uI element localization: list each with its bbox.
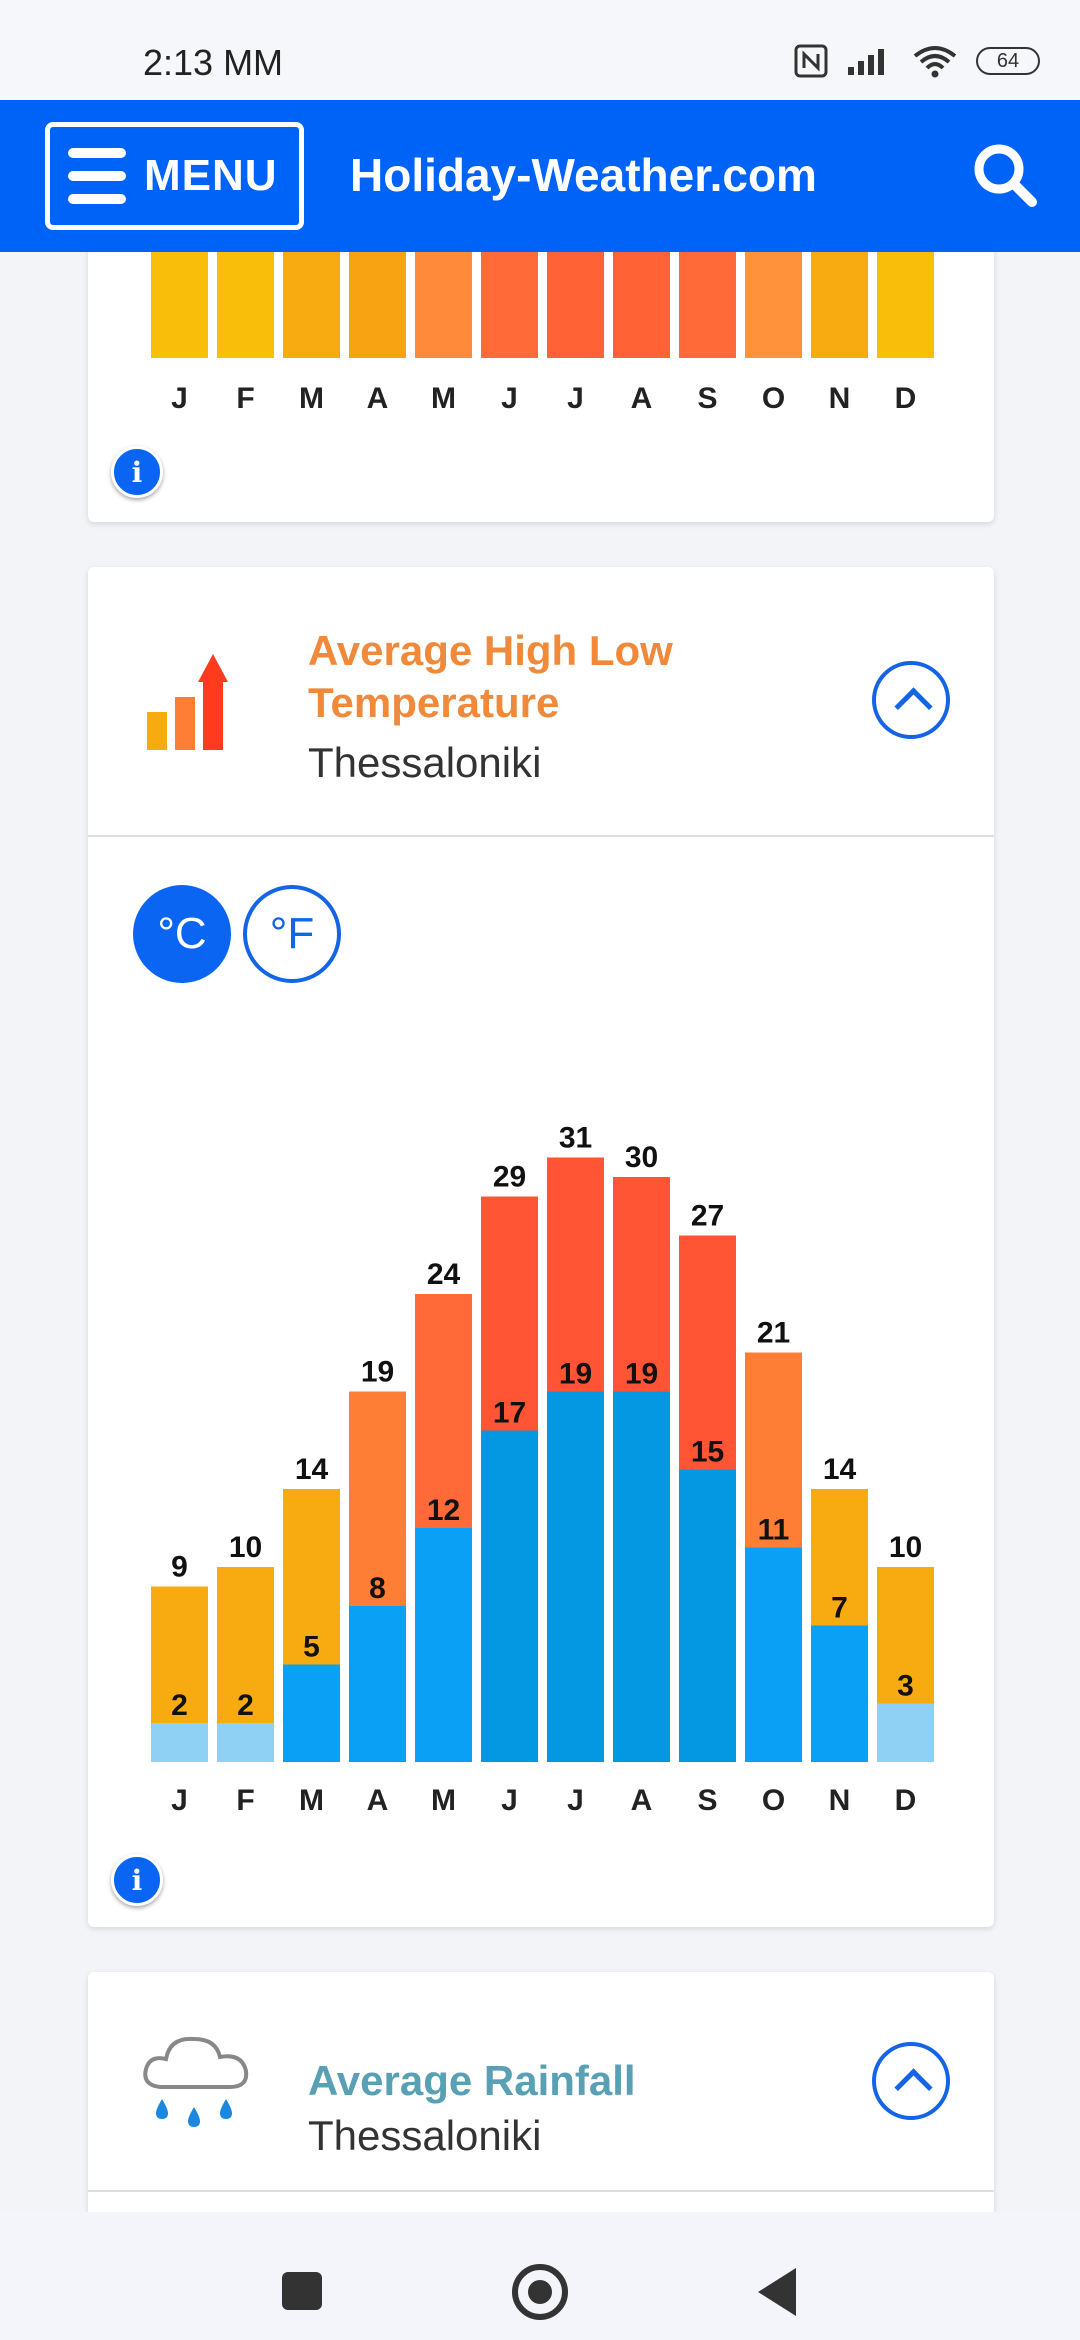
high-temp-label: 24 bbox=[427, 1258, 461, 1291]
temperature-card-title: Average High Low Temperature bbox=[308, 627, 673, 726]
month-label: D bbox=[895, 382, 917, 415]
site-title[interactable]: Holiday-Weather.com bbox=[350, 149, 817, 201]
info-icon[interactable]: i bbox=[111, 446, 163, 498]
month-label: D bbox=[895, 1784, 917, 1817]
rainfall-card-header[interactable]: Average Rainfall Thessaloniki bbox=[88, 1972, 994, 2192]
low-temp-label: 3 bbox=[897, 1670, 914, 1703]
rainfall-card-title: Average Rainfall bbox=[308, 2057, 636, 2104]
low-temp-label: 7 bbox=[831, 1592, 848, 1625]
low-temp-bar bbox=[745, 1547, 802, 1762]
low-temp-bar bbox=[481, 1430, 538, 1762]
low-temp-label: 8 bbox=[369, 1572, 386, 1605]
high-temp-label: 14 bbox=[295, 1453, 329, 1486]
status-icons: 64 bbox=[794, 44, 1040, 78]
home-button[interactable] bbox=[512, 2264, 568, 2320]
high-temp-label: 10 bbox=[229, 1531, 262, 1564]
month-label: A bbox=[631, 382, 653, 415]
chevron-up-icon[interactable] bbox=[872, 2042, 950, 2120]
month-label: J bbox=[171, 1784, 188, 1817]
back-button[interactable] bbox=[758, 2268, 796, 2316]
temperature-card: Average High Low Temperature Thessalonik… bbox=[88, 567, 994, 1927]
temperature-card-location: Thessaloniki bbox=[308, 739, 542, 786]
month-label: F bbox=[236, 1784, 254, 1817]
low-temp-label: 19 bbox=[625, 1358, 658, 1391]
low-temp-label: 2 bbox=[237, 1689, 254, 1722]
low-temp-bar bbox=[811, 1625, 868, 1762]
menu-button[interactable]: MENU bbox=[45, 122, 304, 230]
system-nav-bar bbox=[0, 2212, 1080, 2340]
low-temp-label: 15 bbox=[691, 1436, 724, 1469]
month-label: N bbox=[829, 382, 851, 415]
month-label: M bbox=[431, 1784, 456, 1817]
signal-icon bbox=[848, 49, 884, 75]
low-temp-bar bbox=[679, 1469, 736, 1762]
nfc-icon bbox=[794, 44, 828, 78]
low-temp-label: 11 bbox=[758, 1514, 790, 1547]
status-bar: 2:13 MM 64 bbox=[0, 0, 1080, 100]
rainfall-card-location: Thessaloniki bbox=[308, 2112, 542, 2159]
low-temp-label: 17 bbox=[493, 1397, 526, 1430]
low-temp-bar bbox=[415, 1528, 472, 1762]
low-temp-bar bbox=[547, 1391, 604, 1762]
low-temp-bar bbox=[217, 1723, 274, 1762]
low-temp-label: 19 bbox=[559, 1358, 592, 1391]
month-label: A bbox=[631, 1784, 653, 1817]
low-temp-bar bbox=[877, 1703, 934, 1762]
high-temp-label: 30 bbox=[625, 1141, 658, 1174]
month-label: J bbox=[567, 1784, 584, 1817]
high-temp-label: 10 bbox=[889, 1531, 922, 1564]
low-temp-label: 2 bbox=[171, 1689, 188, 1722]
month-label: J bbox=[501, 382, 518, 415]
month-label: N bbox=[829, 1784, 851, 1817]
month-label: O bbox=[762, 382, 785, 415]
temperature-card-header[interactable]: Average High Low Temperature Thessalonik… bbox=[88, 567, 994, 837]
high-temp-label: 14 bbox=[823, 1453, 857, 1486]
month-label: M bbox=[299, 1784, 324, 1817]
status-time: 2:13 MM bbox=[143, 42, 284, 83]
month-label: J bbox=[501, 1784, 518, 1817]
month-label: M bbox=[299, 382, 324, 415]
wifi-icon bbox=[913, 46, 957, 78]
month-label: S bbox=[697, 382, 717, 415]
rain-cloud-icon bbox=[143, 2036, 249, 2127]
month-label: M bbox=[431, 382, 456, 415]
month-label: J bbox=[567, 382, 584, 415]
high-temp-label: 31 bbox=[559, 1122, 592, 1155]
search-icon[interactable] bbox=[970, 140, 1040, 210]
menu-label: MENU bbox=[144, 151, 278, 200]
high-temp-label: 19 bbox=[361, 1356, 394, 1389]
low-temp-bar bbox=[613, 1391, 670, 1762]
temperature-bars-icon bbox=[147, 654, 228, 750]
hamburger-icon bbox=[68, 148, 126, 204]
low-temp-label: 5 bbox=[303, 1631, 320, 1664]
battery-indicator: 64 bbox=[976, 47, 1040, 75]
chevron-up-icon[interactable] bbox=[872, 661, 950, 739]
temperature-chart: 9 2 J 10 2 F 14 5 M 19 8 A 24 12 M 29 17 J 31 19 J 30 19 A 27 15 S… bbox=[151, 1122, 934, 1817]
high-temp-label: 21 bbox=[757, 1317, 790, 1350]
low-temp-bar bbox=[283, 1664, 340, 1762]
fahrenheit-button[interactable]: °F bbox=[243, 885, 341, 983]
month-label: J bbox=[171, 382, 188, 415]
high-temp-label: 27 bbox=[691, 1200, 724, 1233]
low-temp-bar bbox=[151, 1723, 208, 1762]
month-label: F bbox=[236, 382, 254, 415]
month-label: A bbox=[367, 1784, 389, 1817]
month-label: O bbox=[762, 1784, 785, 1817]
high-temp-label: 29 bbox=[493, 1161, 526, 1194]
low-temp-bar bbox=[349, 1606, 406, 1762]
month-label: S bbox=[697, 1784, 717, 1817]
month-label: A bbox=[367, 382, 389, 415]
low-temp-label: 12 bbox=[427, 1494, 460, 1527]
high-temp-label: 9 bbox=[171, 1551, 188, 1584]
info-icon[interactable]: i bbox=[111, 1854, 163, 1906]
celsius-button[interactable]: °C bbox=[133, 885, 231, 983]
app-header: MENU Holiday-Weather.com bbox=[0, 100, 1080, 252]
recents-button[interactable] bbox=[282, 2272, 322, 2310]
